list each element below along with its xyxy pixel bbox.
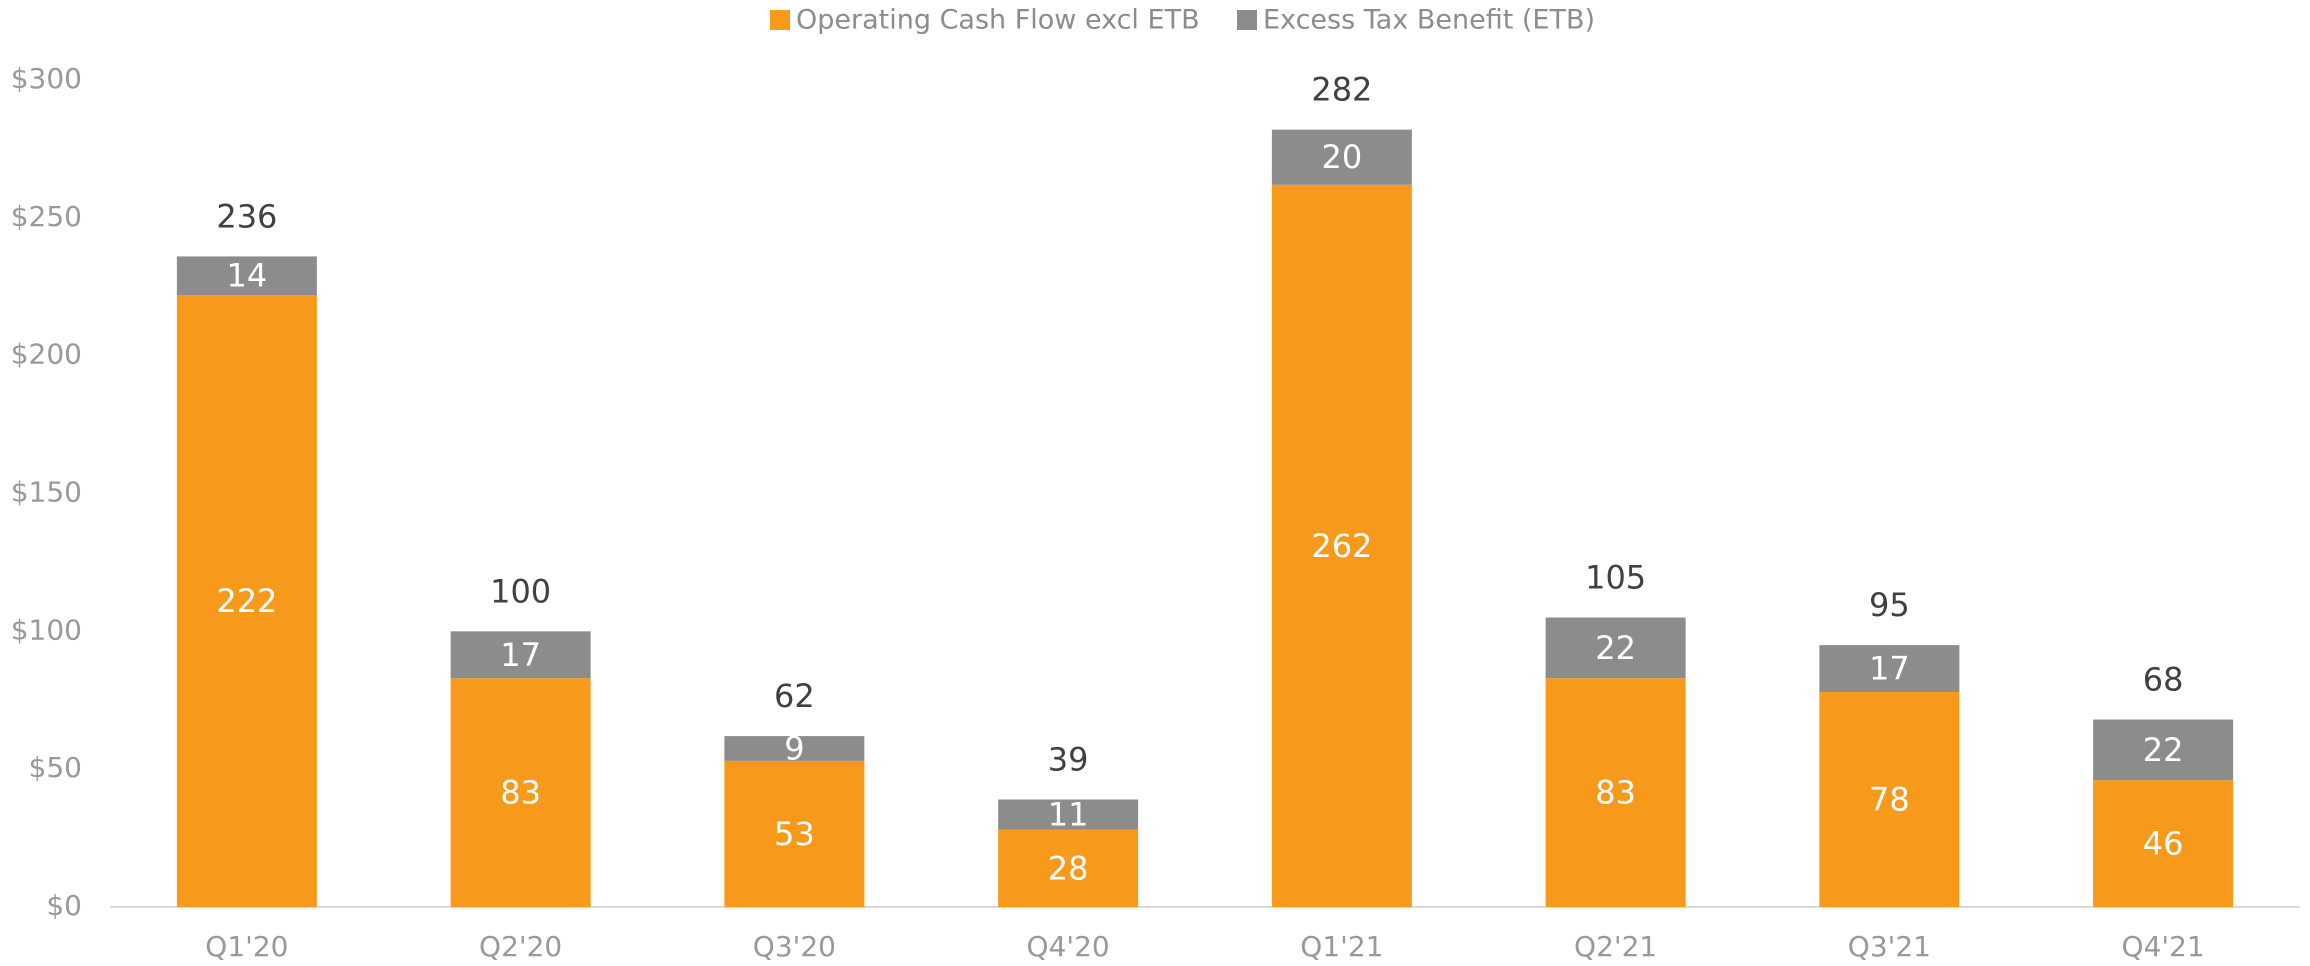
bar-segment: [724, 760, 865, 907]
value-label: 22: [1595, 629, 1636, 667]
value-label: 17: [500, 636, 541, 674]
y-tick-label: $250: [11, 200, 82, 233]
y-tick-label: $200: [11, 338, 82, 371]
x-tick-label: Q3'20: [753, 930, 836, 963]
bar-segment: [1545, 617, 1686, 679]
y-tick-label: $100: [11, 613, 82, 646]
bar-segment: [1545, 678, 1686, 907]
total-label: 39: [1048, 740, 1089, 778]
value-label: 28: [1048, 849, 1089, 887]
value-label: 262: [1311, 527, 1372, 565]
legend-label: Excess Tax Benefit (ETB): [1263, 5, 1595, 36]
bar-segment: [176, 256, 317, 296]
total-label: 282: [1311, 71, 1372, 109]
y-tick-label: $0: [46, 889, 82, 922]
bar-segment: [724, 736, 865, 761]
total-label: 62: [774, 677, 815, 715]
bar-segment: [176, 295, 317, 907]
x-tick-label: Q3'21: [1848, 930, 1931, 963]
value-label: 83: [500, 774, 541, 812]
x-tick-label: Q1'21: [1300, 930, 1383, 963]
bar-segment: [450, 678, 591, 907]
bar-segment: [998, 799, 1139, 830]
x-tick-label: Q4'21: [2122, 930, 2205, 963]
legend-swatch: [1237, 10, 1257, 30]
value-label: 14: [227, 257, 268, 295]
legend-swatch: [770, 10, 790, 30]
bar-segment: [2093, 780, 2234, 907]
bar-segment: [998, 829, 1139, 907]
legend-label: Operating Cash Flow excl ETB: [796, 5, 1200, 36]
value-label: 20: [1322, 138, 1363, 176]
bar-segment: [1271, 184, 1412, 908]
x-tick-label: Q4'20: [1027, 930, 1110, 963]
value-label: 53: [774, 815, 815, 853]
total-label: 105: [1585, 559, 1646, 597]
total-label: 236: [216, 197, 277, 235]
value-label: 9: [784, 729, 804, 767]
bar-segment: [1819, 645, 1960, 692]
value-label: 46: [2143, 825, 2184, 863]
bar-segment: [1271, 129, 1412, 185]
total-label: 100: [490, 572, 551, 610]
x-tick-label: Q2'20: [479, 930, 562, 963]
value-label: 78: [1869, 780, 1910, 818]
x-tick-label: Q2'21: [1574, 930, 1657, 963]
value-label: 17: [1869, 650, 1910, 688]
total-label: 95: [1869, 586, 1910, 624]
bar-segment: [450, 631, 591, 679]
value-label: 22: [2143, 731, 2184, 769]
x-tick-label: Q1'20: [205, 930, 288, 963]
value-label: 11: [1048, 796, 1089, 834]
bar-segment: [1819, 691, 1960, 907]
value-label: 83: [1595, 774, 1636, 812]
y-tick-label: $150: [11, 476, 82, 509]
total-label: 68: [2143, 661, 2184, 699]
y-tick-label: $50: [29, 751, 82, 784]
value-label: 222: [216, 582, 277, 620]
bar-segment: [2093, 719, 2234, 781]
y-tick-label: $300: [11, 62, 82, 95]
